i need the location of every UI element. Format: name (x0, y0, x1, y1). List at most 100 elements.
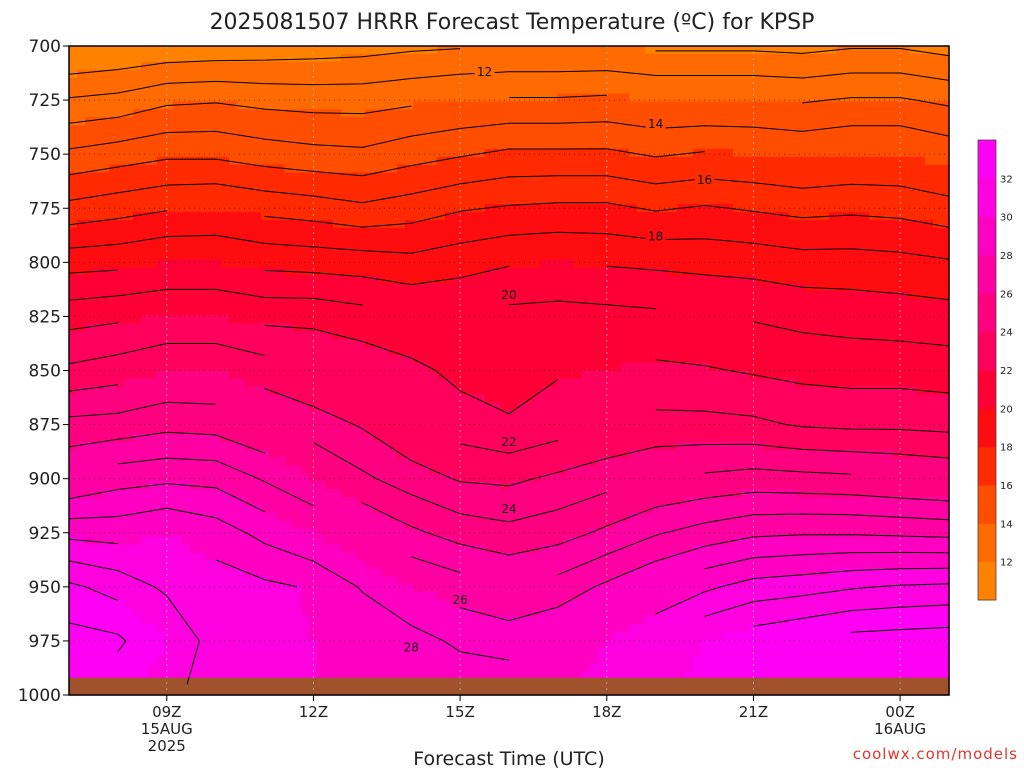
temperature-cell (269, 235, 278, 245)
temperature-cell (173, 259, 182, 269)
temperature-cell (917, 307, 926, 316)
temperature-cell (565, 53, 574, 63)
temperature-cell (629, 235, 638, 245)
temperature-cell (789, 85, 798, 95)
temperature-cell (237, 386, 246, 395)
temperature-cell (429, 93, 438, 102)
temperature-cell (165, 243, 174, 253)
temperature-cell (333, 291, 342, 300)
temperature-cell (901, 299, 910, 308)
temperature-cell (109, 235, 118, 245)
temperature-cell (285, 275, 294, 285)
temperature-cell (525, 69, 534, 79)
temperature-cell (493, 172, 502, 182)
temperature-cell (693, 77, 702, 87)
temperature-cell (477, 220, 486, 229)
temperature-cell (333, 180, 342, 190)
temperature-cell (93, 61, 102, 71)
temperature-cell (333, 156, 342, 166)
temperature-cell (597, 61, 606, 71)
temperature-cell (765, 101, 774, 110)
temperature-cell (221, 362, 230, 372)
temperature-cell (877, 228, 886, 237)
temperature-cell (461, 283, 470, 292)
temperature-cell (861, 69, 870, 79)
temperature-cell (93, 220, 102, 229)
temperature-cell (365, 228, 374, 237)
temperature-cell (621, 267, 630, 277)
temperature-cell (821, 61, 830, 71)
temperature-cell (637, 394, 646, 403)
temperature-cell (605, 394, 614, 403)
temperature-cell (373, 93, 382, 102)
temperature-cell (933, 196, 942, 205)
temperature-cell (557, 394, 566, 403)
temperature-cell (101, 228, 110, 237)
temperature-cell (421, 133, 430, 142)
temperature-cell (477, 53, 486, 63)
temperature-cell (709, 330, 718, 340)
temperature-cell (533, 117, 542, 126)
temperature-cell (645, 133, 654, 142)
temperature-cell (573, 53, 582, 63)
temperature-cell (285, 212, 294, 221)
temperature-cell (461, 46, 470, 55)
temperature-cell (557, 315, 566, 324)
temperature-cell (589, 61, 598, 71)
temperature-cell (117, 346, 126, 356)
temperature-cell (741, 362, 750, 372)
temperature-cell (749, 386, 758, 395)
temperature-cell (853, 283, 862, 292)
temperature-cell (437, 109, 446, 118)
temperature-cell (349, 251, 358, 261)
temperature-cell (309, 315, 318, 324)
temperature-cell (565, 243, 574, 253)
temperature-cell (877, 307, 886, 316)
temperature-cell (517, 196, 526, 205)
temperature-cell (901, 228, 910, 237)
temperature-cell (189, 275, 198, 285)
temperature-cell (725, 346, 734, 356)
temperature-cell (653, 299, 662, 308)
temperature-cell (901, 362, 910, 372)
temperature-cell (221, 323, 230, 332)
temperature-cell (805, 46, 814, 55)
temperature-cell (733, 117, 742, 126)
temperature-cell (877, 220, 886, 229)
temperature-cell (165, 251, 174, 261)
temperature-cell (221, 386, 230, 395)
temperature-cell (221, 402, 230, 411)
temperature-cell (573, 259, 582, 269)
temperature-cell (877, 188, 886, 197)
temperature-cell (205, 243, 214, 253)
temperature-cell (597, 77, 606, 87)
temperature-cell (213, 220, 222, 229)
temperature-cell (605, 61, 614, 71)
temperature-cell (85, 140, 94, 150)
temperature-cell (773, 283, 782, 292)
temperature-cell (549, 125, 558, 134)
temperature-cell (829, 53, 838, 63)
temperature-cell (493, 220, 502, 229)
temperature-cell (277, 85, 286, 95)
temperature-cell (221, 267, 230, 277)
temperature-cell (693, 196, 702, 205)
temperature-cell (853, 46, 862, 55)
temperature-cell (301, 251, 310, 261)
temperature-cell (925, 386, 934, 395)
temperature-cell (421, 156, 430, 166)
temperature-cell (685, 180, 694, 190)
temperature-cell (285, 125, 294, 134)
temperature-cell (581, 267, 590, 277)
temperature-cell (213, 196, 222, 205)
temperature-cell (941, 172, 950, 182)
temperature-cell (789, 267, 798, 277)
temperature-cell (845, 354, 854, 364)
temperature-cell (733, 180, 742, 190)
temperature-cell (325, 125, 334, 134)
temperature-cell (285, 251, 294, 261)
temperature-cell (245, 291, 254, 300)
temperature-cell (501, 362, 510, 372)
temperature-cell (757, 61, 766, 71)
temperature-cell (189, 386, 198, 395)
